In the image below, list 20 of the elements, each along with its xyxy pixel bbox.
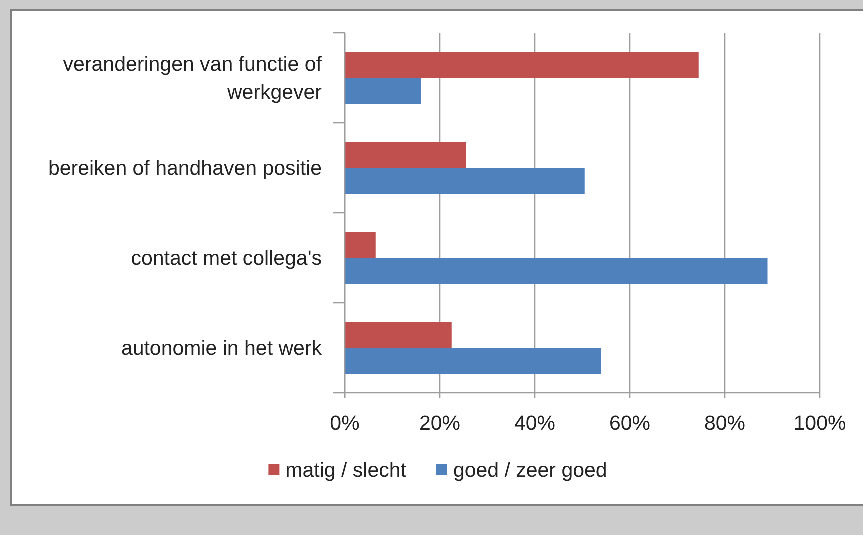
bar [345,52,699,78]
x-tick-label: 60% [609,412,651,435]
y-tick-label: contact met collega's [131,247,322,270]
bar [345,258,768,284]
legend-label: goed / zeer goed [453,459,608,482]
x-tick-label: 40% [514,412,556,435]
x-tick-label: 0% [330,412,360,435]
y-tick-label: bereiken of handhaven positie [48,157,322,180]
x-tick-label: 80% [704,412,746,435]
y-tick-label: veranderingen van functie of werkgever [63,53,322,104]
bar [345,348,602,374]
bar [345,232,376,258]
legend-label: matig / slecht [286,459,407,482]
bar [345,142,466,168]
y-tick-label: autonomie in het werk [121,337,323,360]
x-tick-label: 100% [794,412,846,435]
bar [345,322,452,348]
bar [345,78,421,104]
x-tick-label: 20% [419,412,461,435]
bar [345,168,585,194]
